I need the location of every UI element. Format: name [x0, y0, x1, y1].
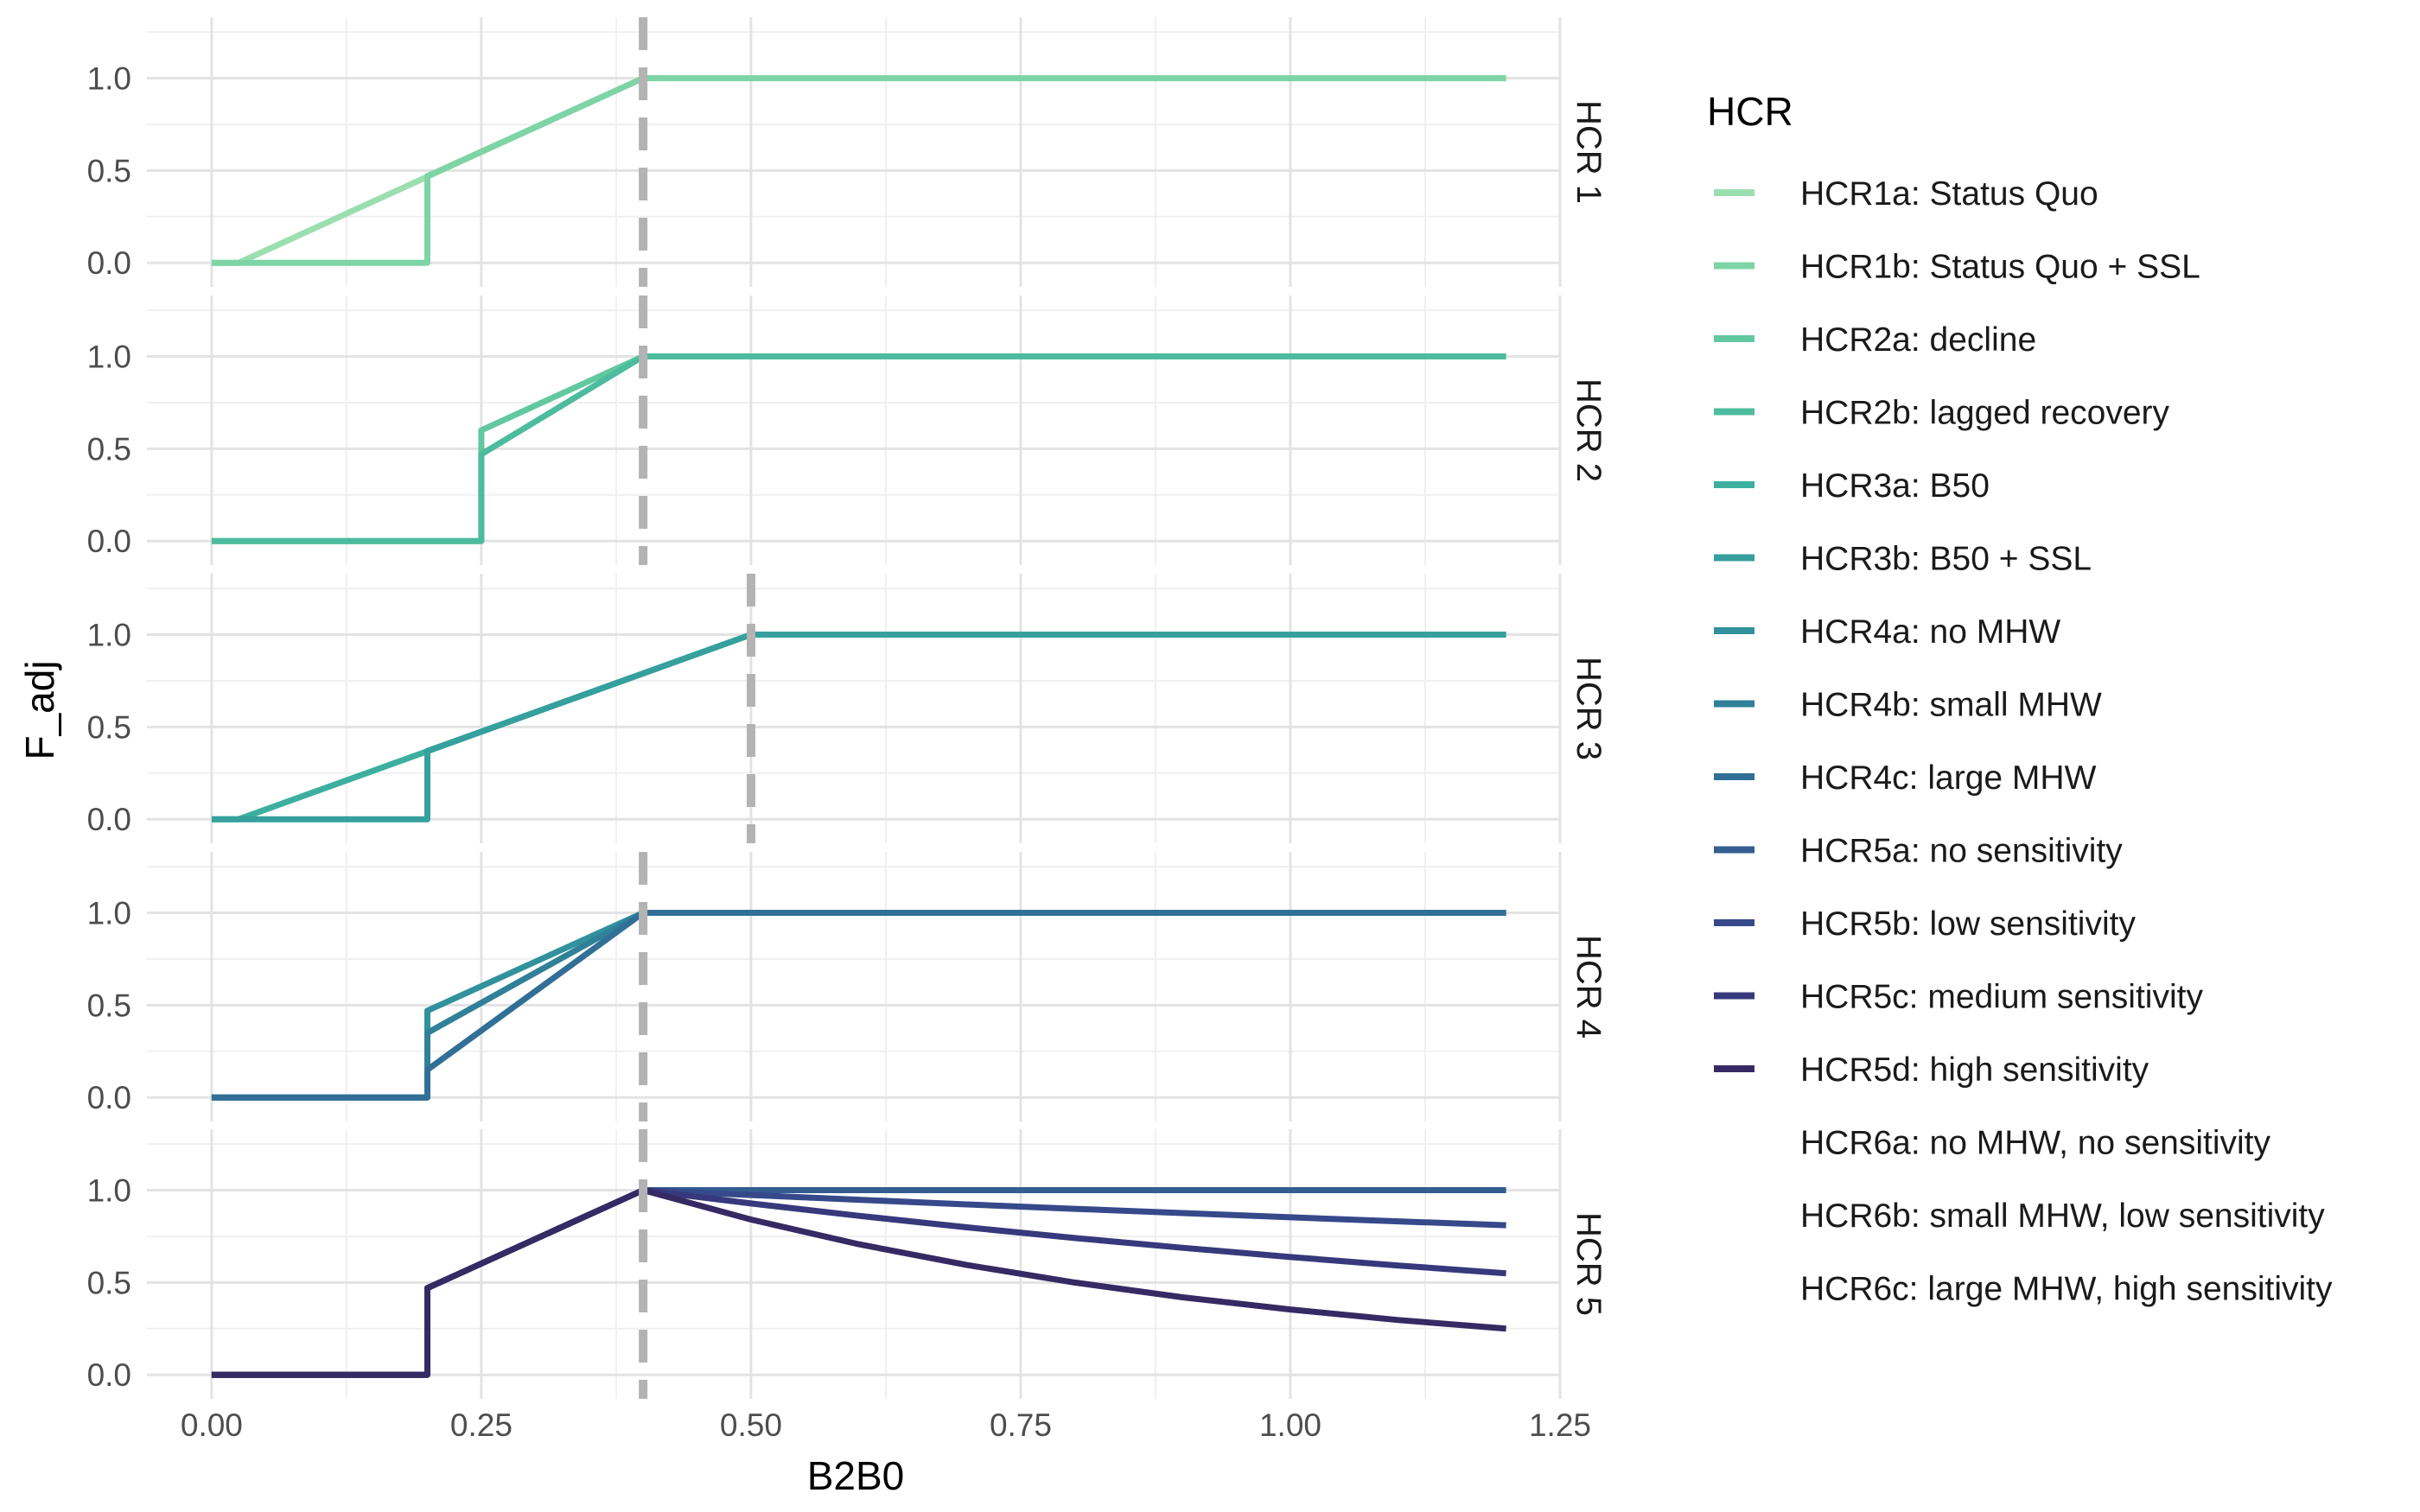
panels-layer: 0.0 0.5 1.0 HCR 1 0.0 0.5 1.0 HCR 2 0.0 0.5 1.0 HCR…	[87, 17, 1608, 1399]
series-line	[211, 353, 1506, 544]
legend-item: HCR1b: Status Quo + SSL	[1714, 249, 2200, 286]
y-tick-label: 0.5	[87, 431, 131, 467]
legend-item: HCR2b: lagged recovery	[1714, 395, 2170, 432]
facet-strip-label: HCR 2	[1570, 378, 1608, 482]
legend-label: HCR5a: no sensitivity	[1800, 833, 2123, 870]
y-tick-label: 0.5	[87, 988, 131, 1023]
facet-strip-label: HCR 4	[1570, 935, 1608, 1039]
legend-item: HCR4c: large MHW	[1714, 759, 2097, 797]
series-line	[211, 910, 1506, 1101]
y-tick-label: 0.0	[87, 1357, 131, 1393]
legend-item: HCR5d: high sensitivity	[1714, 1051, 2149, 1089]
legend-title: HCR	[1707, 89, 1793, 134]
x-axis: 0.00 0.25 0.50 0.75 1.00 1.25	[181, 1407, 1591, 1443]
facet-panel-1: 0.0 0.5 1.0 HCR 1	[87, 17, 1608, 287]
y-tick-label: 1.0	[87, 1173, 131, 1209]
y-tick-label: 0.5	[87, 709, 131, 745]
legend-item: HCR2a: decline	[1714, 321, 2036, 359]
y-tick-label: 0.5	[87, 1265, 131, 1300]
x-tick-label: 1.25	[1529, 1407, 1591, 1443]
legend-label: HCR4c: large MHW	[1800, 759, 2097, 797]
legend-item: HCR3a: B50	[1714, 467, 1990, 505]
legend-label: HCR3a: B50	[1800, 467, 1990, 505]
y-tick-label: 1.0	[87, 61, 131, 97]
legend-label: HCR6a: no MHW, no sensitivity	[1800, 1125, 2271, 1162]
legend-item: HCR6c: large MHW, high sensitivity	[1800, 1271, 2333, 1308]
legend: HCR HCR1a: Status Quo HCR1b: Status Quo +…	[1707, 89, 2333, 1308]
facet-strip-label: HCR 3	[1570, 657, 1608, 760]
legend-item: HCR1a: Status Quo	[1714, 175, 2098, 213]
facet-panel-5: 0.0 0.5 1.0 HCR 5	[87, 1129, 1608, 1399]
legend-label: HCR5d: high sensitivity	[1800, 1051, 2149, 1089]
facet-panel-2: 0.0 0.5 1.0 HCR 2	[87, 295, 1608, 565]
legend-label: HCR1a: Status Quo	[1800, 175, 2098, 213]
legend-label: HCR2a: decline	[1800, 321, 2036, 359]
y-tick-label: 1.0	[87, 340, 131, 375]
legend-label: HCR5b: low sensitivity	[1800, 905, 2136, 943]
series-line	[211, 75, 1506, 266]
y-tick-label: 0.0	[87, 524, 131, 559]
y-tick-label: 0.0	[87, 245, 131, 281]
y-tick-label: 0.0	[87, 802, 131, 837]
legend-item: HCR5c: medium sensitivity	[1714, 979, 2203, 1016]
legend-item: HCR5b: low sensitivity	[1714, 905, 2136, 943]
facet-strip-label: HCR 5	[1570, 1212, 1608, 1316]
legend-label: HCR5c: medium sensitivity	[1800, 979, 2203, 1016]
x-tick-label: 0.75	[990, 1407, 1052, 1443]
x-tick-label: 0.50	[720, 1407, 782, 1443]
legend-item: HCR6a: no MHW, no sensitivity	[1800, 1125, 2271, 1162]
legend-item: HCR4b: small MHW	[1714, 687, 2102, 724]
facet-panel-3: 0.0 0.5 1.0 HCR 3	[87, 574, 1608, 843]
legend-item: HCR3b: B50 + SSL	[1714, 541, 2092, 578]
series-line	[211, 1187, 1506, 1378]
legend-label: HCR4b: small MHW	[1800, 687, 2102, 724]
legend-label: HCR3b: B50 + SSL	[1800, 541, 2092, 578]
legend-label: HCR6c: large MHW, high sensitivity	[1800, 1271, 2333, 1308]
legend-label: HCR4a: no MHW	[1800, 613, 2060, 651]
y-tick-label: 0.0	[87, 1080, 131, 1115]
x-tick-label: 0.25	[450, 1407, 513, 1443]
facet-panel-4: 0.0 0.5 1.0 HCR 4	[87, 852, 1608, 1121]
facet-strip-label: HCR 1	[1570, 100, 1608, 204]
x-tick-label: 1.00	[1259, 1407, 1321, 1443]
y-tick-label: 0.5	[87, 153, 131, 188]
legend-item: HCR4a: no MHW	[1714, 613, 2060, 651]
legend-label: HCR1b: Status Quo + SSL	[1800, 249, 2200, 286]
legend-label: HCR2b: lagged recovery	[1800, 395, 2170, 432]
x-axis-title: B2B0	[807, 1453, 905, 1498]
y-axis-title: F_adj	[17, 660, 62, 759]
legend-label: HCR6b: small MHW, low sensitivity	[1800, 1198, 2325, 1235]
y-tick-label: 1.0	[87, 618, 131, 653]
y-tick-label: 1.0	[87, 896, 131, 931]
legend-item: HCR5a: no sensitivity	[1714, 833, 2123, 870]
series-line	[211, 632, 1506, 823]
x-tick-label: 0.00	[181, 1407, 243, 1443]
legend-item: HCR6b: small MHW, low sensitivity	[1800, 1198, 2325, 1235]
